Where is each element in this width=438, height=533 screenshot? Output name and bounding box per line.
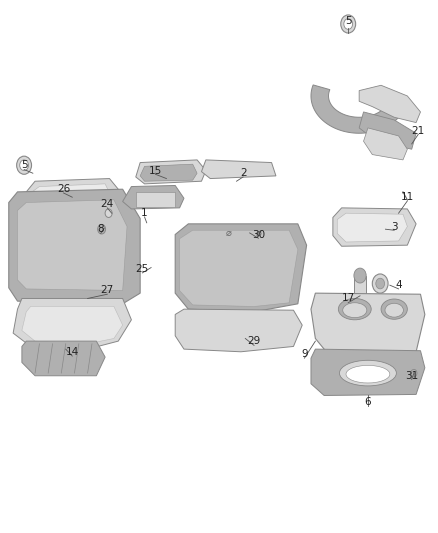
Polygon shape [333, 208, 416, 246]
Text: 8: 8 [97, 224, 104, 234]
Bar [136, 192, 175, 207]
Circle shape [105, 209, 112, 217]
Text: 9: 9 [301, 350, 308, 359]
Text: 30: 30 [252, 230, 265, 239]
Text: 29: 29 [247, 336, 261, 346]
Polygon shape [364, 128, 407, 160]
Text: 4: 4 [395, 280, 402, 290]
Ellipse shape [385, 303, 403, 317]
Circle shape [98, 224, 106, 234]
Circle shape [372, 274, 388, 293]
Text: 1: 1 [141, 208, 148, 218]
Ellipse shape [381, 299, 407, 319]
Text: 5: 5 [21, 160, 28, 170]
Text: 6: 6 [364, 398, 371, 407]
Circle shape [17, 156, 32, 174]
Text: 14: 14 [66, 347, 79, 357]
Circle shape [341, 15, 356, 33]
Text: 24: 24 [101, 199, 114, 209]
Text: 15: 15 [149, 166, 162, 175]
Polygon shape [140, 164, 197, 181]
Polygon shape [311, 349, 425, 395]
Polygon shape [359, 112, 416, 149]
Text: 2: 2 [240, 168, 247, 178]
Circle shape [411, 369, 417, 377]
Polygon shape [31, 184, 110, 220]
Circle shape [354, 268, 366, 283]
Circle shape [376, 278, 385, 289]
Circle shape [20, 160, 28, 171]
Polygon shape [26, 179, 118, 227]
Text: 21: 21 [412, 126, 425, 135]
Text: 17: 17 [342, 294, 355, 303]
Ellipse shape [343, 303, 367, 318]
Polygon shape [136, 160, 206, 184]
Polygon shape [123, 185, 184, 209]
Polygon shape [337, 213, 407, 242]
Polygon shape [175, 224, 307, 312]
Text: ⌀: ⌀ [255, 228, 261, 238]
Text: 31: 31 [405, 371, 418, 381]
Polygon shape [13, 298, 131, 349]
Polygon shape [22, 306, 123, 344]
Polygon shape [180, 230, 298, 306]
Text: 5: 5 [345, 17, 352, 26]
Ellipse shape [339, 360, 396, 386]
Text: 3: 3 [391, 222, 398, 231]
Polygon shape [311, 293, 425, 354]
Polygon shape [175, 309, 302, 352]
Text: 26: 26 [57, 184, 70, 194]
Ellipse shape [338, 298, 371, 320]
Text: 27: 27 [101, 286, 114, 295]
Bar [354, 276, 366, 296]
Polygon shape [311, 85, 405, 133]
Polygon shape [201, 160, 276, 179]
Polygon shape [18, 200, 127, 290]
Text: 25: 25 [136, 264, 149, 274]
Text: 11: 11 [401, 192, 414, 202]
Text: ⌀: ⌀ [226, 228, 232, 238]
Polygon shape [22, 341, 105, 376]
Polygon shape [9, 189, 140, 304]
Ellipse shape [346, 366, 390, 383]
Circle shape [344, 19, 353, 29]
Polygon shape [359, 85, 420, 123]
